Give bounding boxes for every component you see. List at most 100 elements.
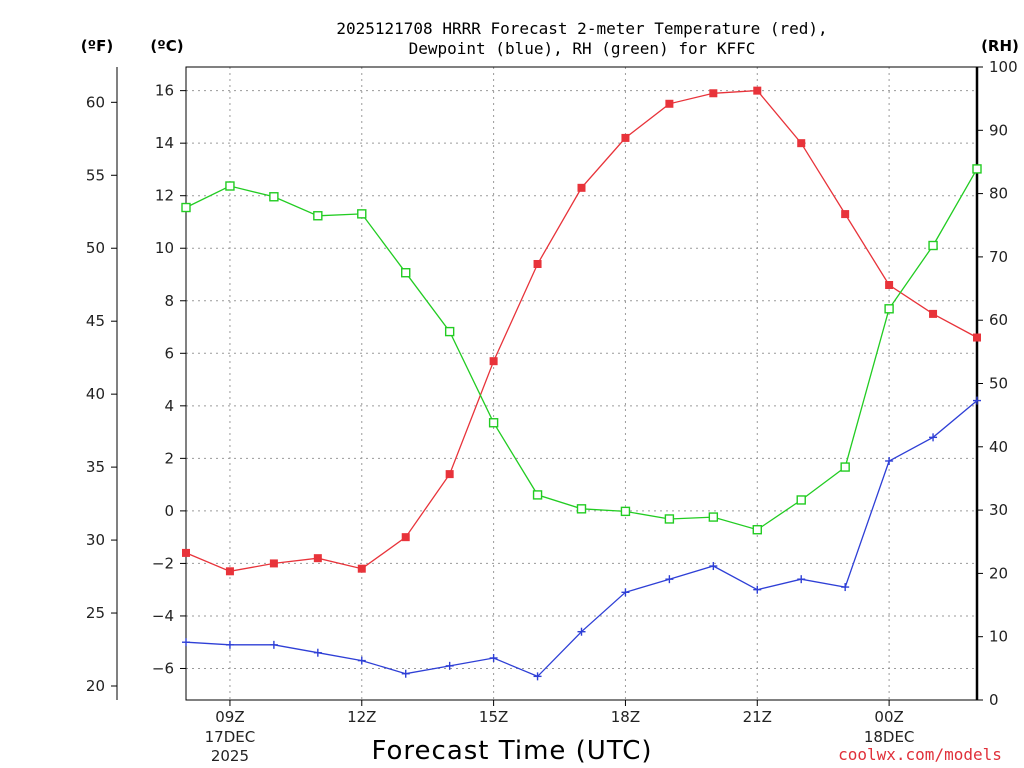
celsius-tick-label: 10 <box>155 239 174 257</box>
rh-point <box>488 418 499 428</box>
fahrenheit-tick-label: 45 <box>86 312 105 330</box>
fahrenheit-unit-label: (ºF) <box>81 37 113 55</box>
series-dewpoint <box>182 396 981 681</box>
temperature-point <box>621 133 630 142</box>
temperature-point <box>225 567 234 576</box>
rh-point <box>928 240 938 251</box>
celsius-tick-label: 6 <box>164 344 174 362</box>
series-temperature <box>182 86 981 576</box>
tick-labels: −6−4−20246810121416202530354045505560010… <box>86 58 1018 765</box>
rh-point <box>576 504 587 514</box>
fahrenheit-tick-label: 35 <box>86 458 105 476</box>
x-tick-label: 00Z <box>874 708 903 726</box>
rh-point <box>532 490 543 500</box>
temperature-point <box>269 559 278 568</box>
rh-tick-label: 0 <box>989 691 999 709</box>
rh-tick-label: 90 <box>989 121 1008 139</box>
rh-point <box>664 514 675 524</box>
rh-point <box>269 192 279 202</box>
dewpoint-point <box>401 669 410 678</box>
rh-point <box>752 525 762 535</box>
celsius-tick-label: 0 <box>164 502 174 520</box>
x-tick-date: 18DEC <box>864 728 915 746</box>
temperature-point <box>533 259 542 268</box>
dewpoint-point <box>269 640 278 649</box>
rh-point <box>444 326 455 337</box>
x-tick-label: 09Z <box>215 708 244 726</box>
rh-point <box>884 304 894 314</box>
rh-point <box>181 202 191 213</box>
series-rh <box>181 164 982 535</box>
rh-tick-label: 50 <box>989 375 1008 393</box>
dewpoint-point <box>665 575 674 584</box>
temperature-point <box>313 554 322 563</box>
data-series <box>181 86 982 681</box>
x-tick-label: 15Z <box>479 708 508 726</box>
x-tick-label: 21Z <box>743 708 772 726</box>
celsius-tick-label: 14 <box>155 134 174 152</box>
dewpoint-point <box>313 648 322 657</box>
rh-tick-label: 70 <box>989 248 1008 266</box>
rh-point <box>972 164 982 174</box>
dewpoint-point <box>621 588 630 597</box>
rh-tick-label: 40 <box>989 438 1008 456</box>
temperature-point <box>709 89 718 98</box>
fahrenheit-tick-label: 30 <box>86 531 105 549</box>
fahrenheit-tick-label: 55 <box>86 166 105 184</box>
fahrenheit-tick-label: 40 <box>86 385 105 403</box>
rh-point <box>840 462 850 472</box>
rh-point <box>796 495 806 505</box>
fahrenheit-tick-label: 25 <box>86 604 105 622</box>
rh-point <box>225 181 235 191</box>
temperature-point <box>885 281 894 290</box>
celsius-tick-label: 8 <box>164 292 174 310</box>
rh-point <box>620 506 631 517</box>
dewpoint-point <box>357 656 366 665</box>
chart-title-line1: 2025121708 HRRR Forecast 2-meter Tempera… <box>336 19 827 38</box>
celsius-tick-label: −4 <box>152 607 174 625</box>
x-tick-label: 18Z <box>611 708 640 726</box>
temperature-point <box>753 86 762 95</box>
rh-point <box>708 512 719 522</box>
temperature-point <box>357 564 366 573</box>
rh-tick-label: 60 <box>989 311 1008 329</box>
celsius-tick-label: 12 <box>155 187 174 205</box>
x-tick-date: 17DEC <box>205 728 256 746</box>
celsius-tick-label: 4 <box>164 397 174 415</box>
dewpoint-point <box>445 661 454 670</box>
celsius-tick-label: 16 <box>155 82 174 100</box>
rh-tick-label: 30 <box>989 501 1008 519</box>
dewpoint-point <box>753 585 762 594</box>
dewpoint-point <box>973 396 981 405</box>
dewpoint-point <box>577 627 586 636</box>
x-tick-label: 12Z <box>347 708 376 726</box>
rh-point <box>401 268 411 278</box>
dewpoint-point <box>797 575 806 584</box>
fahrenheit-tick-label: 50 <box>86 239 105 257</box>
dewpoint-point <box>885 456 894 465</box>
credit-text: coolwx.com/models <box>838 745 1002 764</box>
dewpoint-point <box>533 672 542 681</box>
rh-line <box>185 168 978 531</box>
dewpoint-point <box>929 433 938 442</box>
plot-frame <box>185 66 978 701</box>
celsius-tick-label: 2 <box>164 449 174 467</box>
temperature-point <box>445 470 454 479</box>
temperature-point <box>401 533 410 542</box>
dewpoint-point <box>225 640 234 649</box>
rh-point <box>357 209 367 219</box>
temperature-line <box>185 89 978 572</box>
axes <box>111 66 983 706</box>
rh-tick-label: 20 <box>989 564 1008 582</box>
chart-title-line2: Dewpoint (blue), RH (green) for KFFC <box>409 39 756 58</box>
x-tick-year: 2025 <box>211 747 249 765</box>
celsius-tick-label: −2 <box>152 554 174 572</box>
celsius-unit-label: (ºC) <box>150 37 183 55</box>
dewpoint-point <box>841 583 850 592</box>
rh-tick-label: 100 <box>989 58 1018 76</box>
temperature-point <box>182 548 190 557</box>
fahrenheit-tick-label: 20 <box>86 677 105 695</box>
temperature-point <box>577 183 586 192</box>
temperature-point <box>665 99 674 108</box>
